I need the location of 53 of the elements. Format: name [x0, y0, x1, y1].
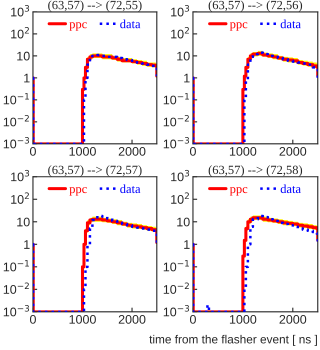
series-label: ppc — [230, 22, 248, 31]
legend-label: ppc — [69, 187, 87, 196]
y-tick-label: 1 — [184, 74, 190, 82]
y-tick-label: 1 — [24, 74, 30, 82]
legend-label: data — [280, 184, 301, 194]
x-tick-label: 2000 — [280, 146, 306, 156]
x-tick-label: 0 — [190, 314, 196, 324]
y-tick-label: 10$^{−2}$ — [164, 115, 189, 126]
x-axis-title: time from the flasher event [ ns ] — [149, 334, 317, 346]
y-tick-label: 10$^{−2}$ — [4, 282, 29, 294]
y-tick-label: 10$^{−3}$ — [4, 137, 30, 148]
y-tick-label: 10$^{−2}$ — [4, 115, 29, 126]
y-tick-label: 10 — [177, 52, 190, 61]
y-tick-label: 10$^{2}$ — [11, 192, 29, 204]
y-tick-label: 10$^{−3}$ — [164, 305, 190, 316]
y-tick-label: 10$^{−2}$ — [164, 282, 189, 294]
y-tick-label: 1 — [24, 240, 30, 249]
y-tick-label: 10$^{3}$ — [171, 170, 190, 182]
legend-label: data — [120, 184, 140, 194]
y-tick-label: 10 — [17, 218, 30, 226]
y-tick-label: 10$^{2}$ — [171, 192, 189, 204]
x-tick-label: 0 — [30, 146, 36, 156]
y-tick-label: 10$^{2}$ — [11, 27, 29, 38]
legend-label: data — [280, 19, 301, 28]
legend-label: data — [120, 19, 140, 28]
chart-title: (63,57) --> (72,55) — [48, 0, 142, 12]
x-tick-label: 0 — [190, 146, 196, 156]
x-tick-label: 1000 — [230, 146, 256, 156]
y-tick-label: 10$^{−3}$ — [4, 305, 30, 316]
y-tick-label: 10$^{2}$ — [171, 27, 189, 38]
y-tick-label: 10$^{3}$ — [171, 5, 190, 16]
y-tick-label: 10 — [177, 218, 190, 226]
x-tick-label: 1000 — [230, 314, 256, 324]
y-tick-label: 10$^{−1}$ — [164, 93, 189, 104]
y-tick-label: 10$^{−3}$ — [164, 137, 190, 148]
chart-title: (63,57) --> (72,56) — [208, 0, 302, 12]
chart-title: (63,57) --> (72,58) — [208, 165, 302, 177]
x-tick-label: 2000 — [280, 314, 306, 324]
y-tick-label: 10$^{3}$ — [11, 170, 30, 182]
series-label: ppc — [230, 187, 248, 196]
x-tick-label: 1000 — [70, 146, 96, 156]
x-tick-label: 2000 — [118, 314, 146, 324]
y-tick-label: 10 — [17, 52, 30, 61]
x-tick-label: 1000 — [70, 314, 96, 324]
chart-title: (63,57) --> (72,57) — [48, 165, 142, 177]
legend-label: ppc — [69, 22, 87, 31]
y-tick-label: 1 — [184, 240, 190, 249]
y-tick-label: 10$^{−1}$ — [4, 260, 29, 272]
y-tick-label: 10$^{−1}$ — [164, 260, 189, 272]
x-tick-label: 0 — [30, 314, 36, 324]
x-tick-label: 2000 — [118, 146, 146, 156]
y-tick-label: 10$^{−1}$ — [4, 93, 29, 104]
y-tick-label: 10$^{3}$ — [11, 5, 30, 16]
